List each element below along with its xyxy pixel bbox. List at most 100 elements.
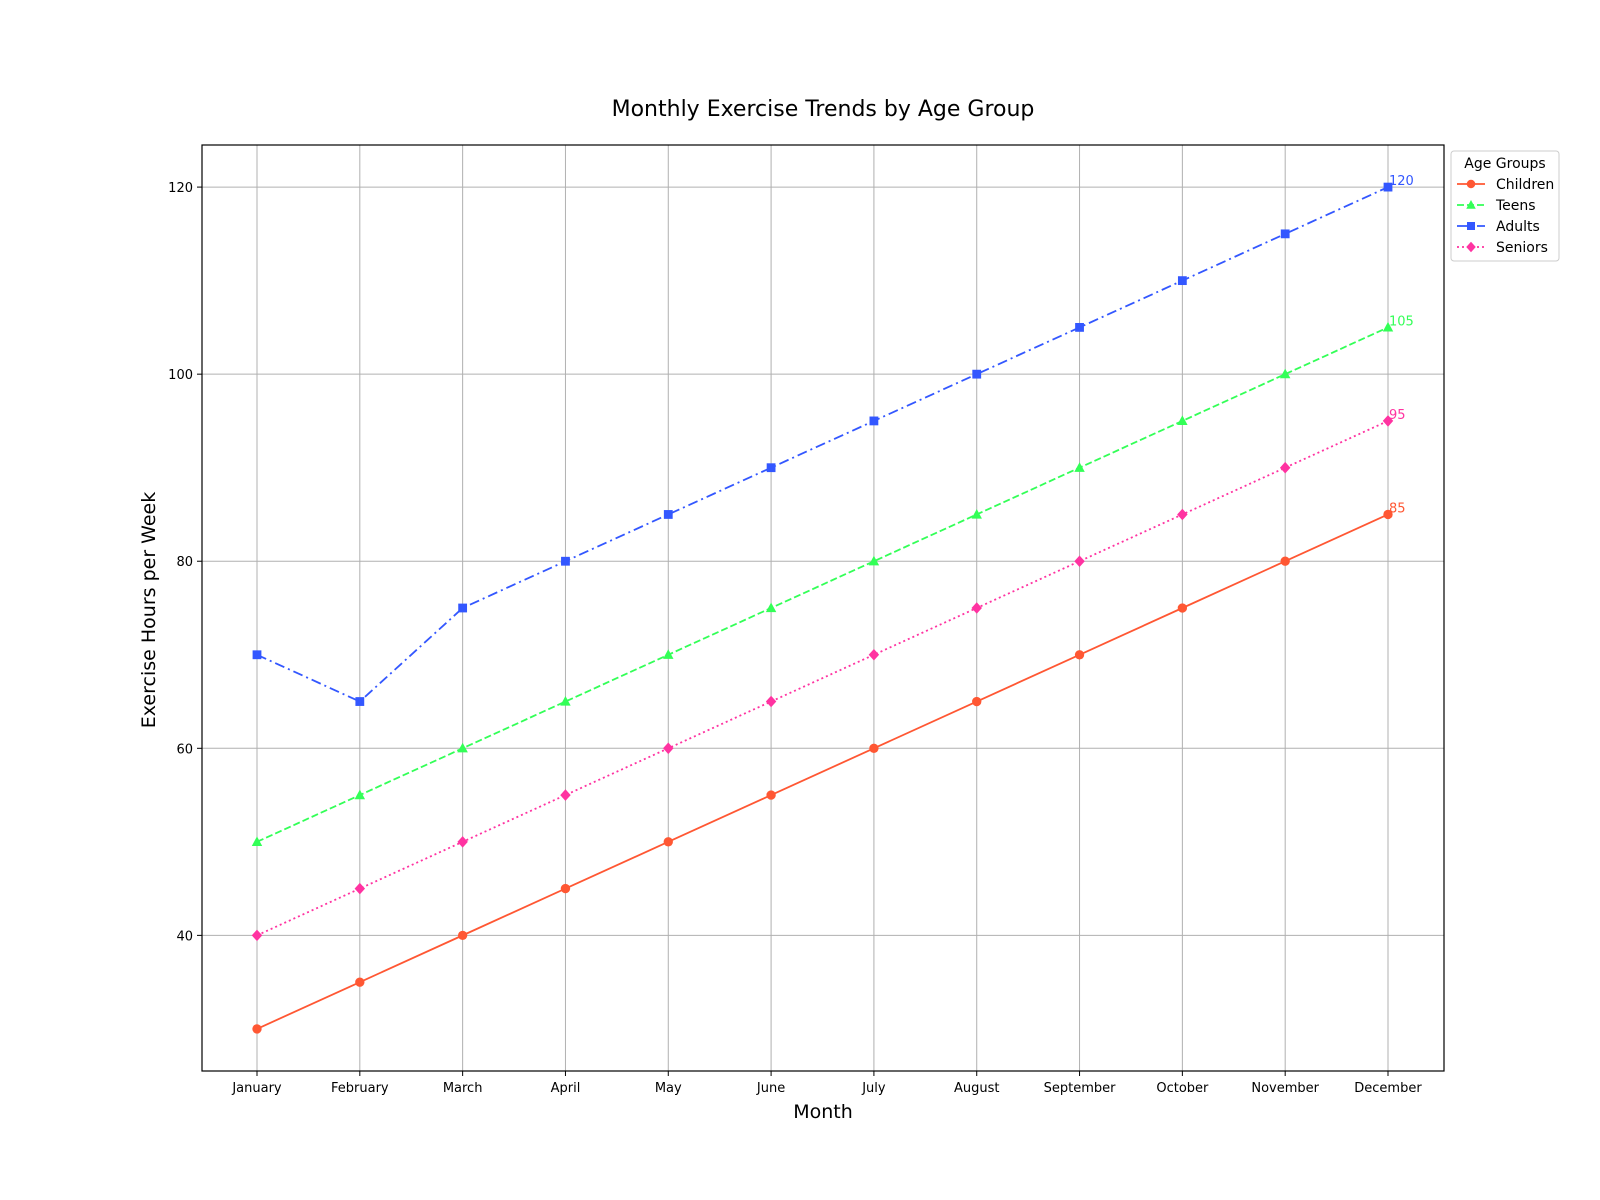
end-value-label-children: 85 xyxy=(1389,501,1406,516)
data-point-adults xyxy=(1280,229,1290,239)
legend-label-children: Children xyxy=(1496,177,1554,193)
chart-title: Monthly Exercise Trends by Age Group xyxy=(612,97,1035,122)
legend-marker-adults xyxy=(1467,222,1475,230)
legend-box xyxy=(1450,150,1560,262)
data-point-seniors xyxy=(971,602,982,614)
x-axis-label: Month xyxy=(793,1101,853,1123)
data-point-adults xyxy=(869,416,879,426)
data-point-seniors xyxy=(1279,461,1291,474)
data-point-children xyxy=(560,883,571,894)
data-point-teens xyxy=(251,836,263,846)
data-point-adults xyxy=(1177,276,1187,286)
legend-marker-children xyxy=(1466,179,1476,189)
legend-label-seniors: Seniors xyxy=(1496,240,1548,256)
data-point-seniors xyxy=(354,882,366,895)
series-line-teens xyxy=(256,326,1389,843)
series-seniors: 95 xyxy=(251,408,1406,942)
x-tick-label: February xyxy=(331,1081,389,1096)
data-point-seniors xyxy=(1177,508,1188,521)
data-point-children xyxy=(766,790,776,800)
legend-title: Age Groups xyxy=(1464,156,1545,172)
data-point-children xyxy=(252,1024,262,1034)
x-tick-label: June xyxy=(756,1081,785,1096)
series-layer: 85 105 120 95 xyxy=(251,174,1414,1034)
x-tick-label: March xyxy=(443,1081,483,1096)
series-children: 85 xyxy=(252,501,1406,1034)
data-point-teens xyxy=(1382,321,1394,332)
data-point-teens xyxy=(1177,415,1188,426)
series-line-adults xyxy=(256,186,1389,703)
data-point-adults xyxy=(252,650,262,660)
data-point-seniors xyxy=(663,742,674,755)
plot-frame xyxy=(201,144,1445,1072)
data-point-teens xyxy=(354,789,366,800)
series-teens: 105 xyxy=(251,314,1414,846)
x-tick-label: December xyxy=(1354,1081,1422,1096)
data-point-adults xyxy=(972,369,982,379)
data-point-seniors xyxy=(560,789,571,801)
data-point-teens xyxy=(868,555,880,566)
legend: Age Groups Children Teens Adults Seniors xyxy=(1450,150,1560,262)
y-tick-label: 60 xyxy=(176,742,193,757)
data-point-teens xyxy=(560,696,571,706)
legend-item-teens: Teens xyxy=(1457,198,1536,214)
data-point-adults xyxy=(458,603,468,613)
data-point-children xyxy=(1280,556,1290,566)
end-value-label-adults: 120 xyxy=(1389,174,1414,189)
data-point-teens xyxy=(1074,462,1085,472)
x-tick-label: April xyxy=(551,1081,581,1096)
data-point-adults xyxy=(355,697,365,706)
data-point-seniors xyxy=(1382,415,1394,427)
data-point-seniors xyxy=(457,836,468,848)
data-point-seniors xyxy=(765,695,777,708)
legend-items: Children Teens Adults Seniors xyxy=(1457,177,1554,256)
x-tick-label: January xyxy=(231,1081,282,1096)
data-point-seniors xyxy=(1074,555,1085,568)
y-tick-label: 40 xyxy=(176,929,193,944)
data-point-adults xyxy=(1383,182,1393,192)
x-tick-label: November xyxy=(1251,1081,1319,1096)
y-tick-label: 120 xyxy=(168,181,193,196)
data-point-adults xyxy=(766,463,776,473)
data-point-children xyxy=(457,930,468,941)
y-axis-label: Exercise Hours per Week xyxy=(138,492,160,728)
y-tick-label: 80 xyxy=(176,555,193,570)
legend-marker-seniors xyxy=(1466,241,1476,253)
x-tick-label: October xyxy=(1156,1081,1209,1096)
x-tick-label: August xyxy=(954,1081,1000,1096)
data-point-adults xyxy=(1075,322,1084,332)
y-tick-label: 100 xyxy=(168,368,193,383)
series-adults: 120 xyxy=(252,174,1414,706)
data-point-children xyxy=(1074,650,1085,660)
legend-item-seniors: Seniors xyxy=(1457,240,1548,256)
data-point-teens xyxy=(1279,368,1291,379)
data-point-teens xyxy=(457,742,468,753)
data-point-seniors xyxy=(251,929,263,942)
x-tick-label: September xyxy=(1044,1081,1117,1096)
series-line-children xyxy=(256,513,1389,1030)
end-value-label-seniors: 95 xyxy=(1389,408,1406,423)
data-point-teens xyxy=(971,508,982,519)
end-value-label-teens: 105 xyxy=(1389,314,1414,329)
data-point-teens xyxy=(765,602,777,613)
x-axis-ticks: January February March April May June July Augu… xyxy=(231,1071,1422,1096)
legend-item-adults: Adults xyxy=(1457,219,1540,235)
data-point-children xyxy=(355,977,365,987)
x-tick-label: July xyxy=(861,1081,886,1096)
data-point-seniors xyxy=(868,648,880,661)
legend-item-children: Children xyxy=(1457,177,1554,193)
legend-marker-teens xyxy=(1466,200,1476,209)
series-line-seniors xyxy=(256,420,1389,937)
data-point-children xyxy=(663,837,673,847)
legend-label-teens: Teens xyxy=(1495,198,1536,214)
x-tick-label: May xyxy=(655,1081,682,1096)
data-point-adults xyxy=(561,556,570,566)
data-point-children xyxy=(1383,509,1393,520)
data-point-adults xyxy=(663,510,673,519)
grid xyxy=(202,145,1444,1071)
legend-label-adults: Adults xyxy=(1496,219,1540,235)
data-point-children xyxy=(869,743,879,753)
data-point-children xyxy=(1177,603,1188,613)
